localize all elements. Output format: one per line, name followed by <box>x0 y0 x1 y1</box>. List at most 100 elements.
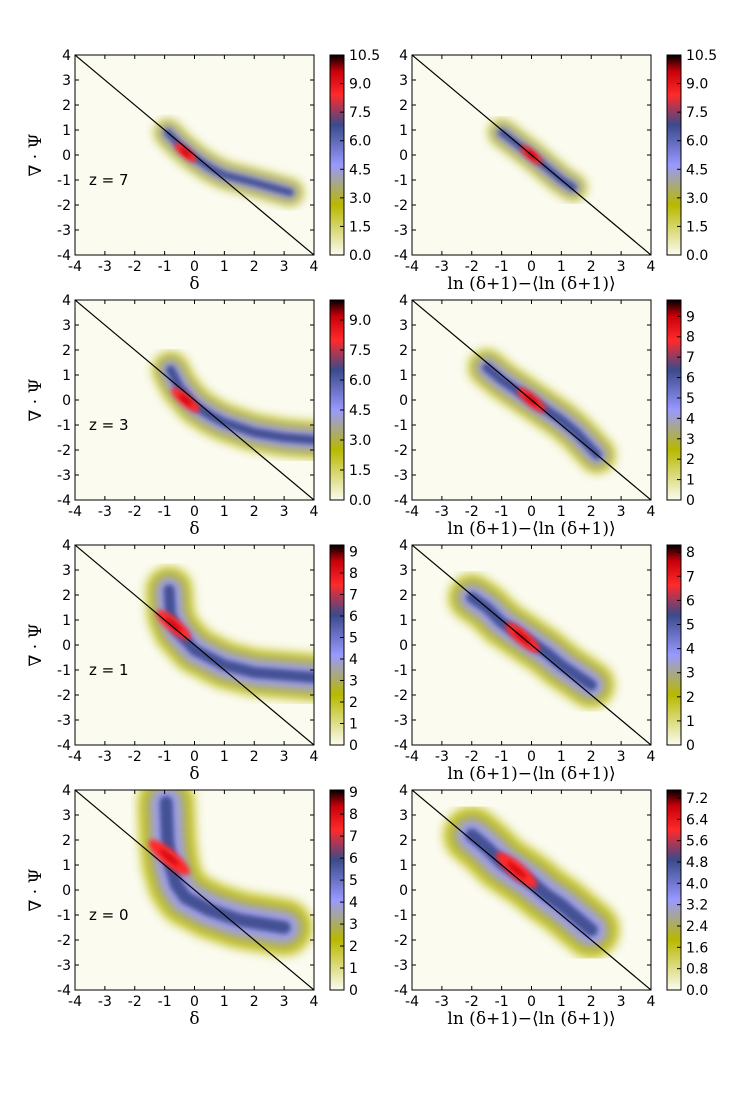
colorbar-frame <box>666 544 682 746</box>
colorbar-tick-label: 3.0 <box>349 191 371 207</box>
density-peak-core <box>159 849 179 866</box>
x-tick-label: 4 <box>310 994 319 1010</box>
y-tick-label: -4 <box>57 493 71 509</box>
reference-line <box>412 55 651 255</box>
colorbar-tick-label: 0.0 <box>349 248 371 264</box>
colorbar-tick-label: 1 <box>686 714 695 730</box>
x-tick-label: -2 <box>128 504 142 520</box>
x-tick-label: 0 <box>527 504 536 520</box>
colorbar-tick-label: 3 <box>686 432 695 448</box>
y-tick-label: 0 <box>62 638 71 654</box>
colorbar-tick-label: 7.5 <box>349 105 371 121</box>
x-tick-label: -1 <box>495 504 509 520</box>
density-cloud <box>443 807 620 958</box>
x-tick-label: -4 <box>405 504 419 520</box>
y-tick-label: -3 <box>394 468 408 484</box>
y-axis-label: ∇ · Ψ <box>26 868 46 911</box>
colorbar-tick-label: 9 <box>686 309 695 325</box>
x-tick-label: -1 <box>495 259 509 275</box>
reference-line <box>412 790 651 990</box>
x-tick-label: -1 <box>158 749 172 765</box>
y-tick-label: 3 <box>62 318 71 334</box>
colorbar-tick-label: 6.4 <box>686 812 708 828</box>
y-tick-label: -1 <box>394 663 408 679</box>
colorbar-tick-label: 7.2 <box>686 791 708 807</box>
panel-z3-delta: -4 -3 -2 -1 0 1 2 3 4 4 3 2 1 0 -1 -2 -3 -4 δ ∇ · Ψ z = 3 9.0… <box>26 293 371 539</box>
colorbar-tick-label: 4.8 <box>686 855 708 871</box>
y-tick-label: -3 <box>57 713 71 729</box>
x-tick-label: 2 <box>250 504 259 520</box>
density-peak-core <box>165 618 182 632</box>
colorbar-tick-label: 5.6 <box>686 834 708 850</box>
colorbar-tick-label: 0.0 <box>686 983 708 999</box>
y-tick-label: -2 <box>57 443 71 459</box>
x-tick-label: 3 <box>617 749 626 765</box>
y-tick-label: 3 <box>399 73 408 89</box>
x-tick-label: 2 <box>587 259 596 275</box>
x-tick-label: 4 <box>647 749 656 765</box>
y-tick-label: -2 <box>394 933 408 949</box>
x-tick-label: 3 <box>280 504 289 520</box>
colorbar-tick-label: 0.8 <box>686 962 708 978</box>
colorbar-frame <box>666 789 682 991</box>
x-tick-label: -3 <box>98 994 112 1010</box>
y-tick-label: -3 <box>57 468 71 484</box>
reference-line <box>412 545 651 745</box>
colorbar-tick-label: 9.0 <box>686 77 708 93</box>
x-tick-label: 0 <box>527 259 536 275</box>
x-axis-label: δ <box>189 274 199 294</box>
y-tick-label: 0 <box>62 883 71 899</box>
y-tick-label: -3 <box>394 713 408 729</box>
y-tick-label: 3 <box>62 73 71 89</box>
y-tick-label: 4 <box>62 48 71 64</box>
colorbar-tick-label: 1.5 <box>686 219 708 235</box>
x-tick-label: -4 <box>68 749 82 765</box>
y-tick-label: 2 <box>62 833 71 849</box>
colorbar-tick-label: 7.5 <box>686 105 708 121</box>
density-peak-core <box>507 862 526 878</box>
redshift-annotation: z = 1 <box>89 661 129 679</box>
x-tick-label: 1 <box>557 259 566 275</box>
colorbar-tick-label: 10.5 <box>686 48 717 64</box>
x-tick-label: 3 <box>280 259 289 275</box>
colorbar-tick-label: 4 <box>349 652 358 668</box>
colorbar-tick-label: 6 <box>686 371 695 387</box>
colorbar-tick-label: 5 <box>686 618 695 634</box>
y-tick-label: 2 <box>62 588 71 604</box>
y-tick-label: 2 <box>399 588 408 604</box>
y-tick-label: -2 <box>394 688 408 704</box>
x-tick-label: -3 <box>98 749 112 765</box>
y-tick-label: -2 <box>57 688 71 704</box>
reference-line <box>75 300 314 500</box>
colorbar <box>330 55 344 255</box>
colorbar-tick-label: 2.4 <box>686 919 708 935</box>
density-cloud <box>146 567 314 701</box>
density-peak-core <box>179 394 192 406</box>
colorbar-tick-label: 4 <box>686 642 695 658</box>
y-tick-label: 3 <box>62 563 71 579</box>
colorbar-frame <box>329 544 345 746</box>
x-tick-label: -2 <box>128 259 142 275</box>
colorbar <box>667 790 681 990</box>
colorbar-tick-label: 1.5 <box>349 463 371 479</box>
y-tick-label: 4 <box>399 48 408 64</box>
colorbar <box>667 300 681 500</box>
x-tick-label: 4 <box>310 749 319 765</box>
colorbar-tick-label: 4.5 <box>686 162 708 178</box>
colorbar-tick-label: 3.0 <box>686 191 708 207</box>
x-tick-label: -4 <box>68 994 82 1010</box>
x-tick-label: -2 <box>128 749 142 765</box>
x-tick-label: 4 <box>310 504 319 520</box>
colorbar-tick-label: 0 <box>349 983 358 999</box>
panel-z3-log: -4 -3 -2 -1 0 1 2 3 4 4 3 2 1 0 -1 -2 -3 -4 ln (δ+1)−⟨ln (… <box>394 293 695 539</box>
x-axis-label: δ <box>189 1009 199 1029</box>
colorbar-tick-label: 1.5 <box>349 219 371 235</box>
colorbar-tick-label: 0 <box>686 738 695 754</box>
redshift-annotation: z = 0 <box>89 906 129 924</box>
panel-z1-delta: -4 -3 -2 -1 0 1 2 3 4 4 3 2 1 0 -1 -2 -3 -4 δ ∇ · Ψ z = 1 9 8 7… <box>26 538 358 784</box>
y-tick-label: -1 <box>57 908 71 924</box>
x-tick-label: -1 <box>495 994 509 1010</box>
colorbar-tick-label: 7 <box>686 350 695 366</box>
colorbar-tick-label: 5 <box>349 630 358 646</box>
x-tick-label: -2 <box>465 259 479 275</box>
